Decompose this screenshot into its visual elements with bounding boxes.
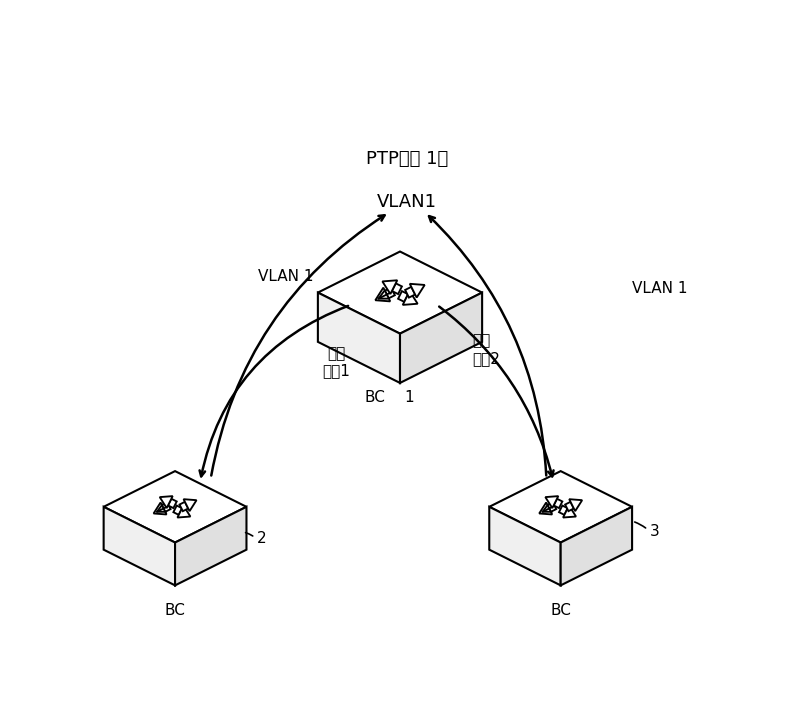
Polygon shape xyxy=(104,507,175,585)
Polygon shape xyxy=(559,505,568,515)
Text: BC: BC xyxy=(550,604,571,618)
Polygon shape xyxy=(318,252,482,333)
Polygon shape xyxy=(490,471,632,542)
Polygon shape xyxy=(547,502,556,512)
Polygon shape xyxy=(179,502,188,511)
Polygon shape xyxy=(318,293,400,383)
Polygon shape xyxy=(490,507,561,585)
Polygon shape xyxy=(154,502,166,515)
Polygon shape xyxy=(400,293,482,383)
Text: 物理
端口1: 物理 端口1 xyxy=(322,346,350,379)
Polygon shape xyxy=(398,291,408,302)
Text: VLAN 1: VLAN 1 xyxy=(258,269,314,284)
Polygon shape xyxy=(183,499,197,511)
Text: VLAN1: VLAN1 xyxy=(377,192,437,210)
Polygon shape xyxy=(175,507,246,585)
Text: PTP端口 1：: PTP端口 1： xyxy=(366,150,448,167)
Polygon shape xyxy=(561,507,632,585)
Polygon shape xyxy=(405,287,415,298)
Polygon shape xyxy=(160,496,173,508)
Polygon shape xyxy=(539,502,552,515)
Polygon shape xyxy=(382,280,398,294)
Text: 3: 3 xyxy=(650,524,660,539)
Polygon shape xyxy=(554,499,562,508)
Text: VLAN 1: VLAN 1 xyxy=(632,281,687,296)
Polygon shape xyxy=(565,502,574,511)
Polygon shape xyxy=(174,505,182,515)
Polygon shape xyxy=(410,284,425,298)
Polygon shape xyxy=(168,499,177,508)
Polygon shape xyxy=(375,288,390,301)
Text: 物理
端口2: 物理 端口2 xyxy=(472,333,500,366)
Polygon shape xyxy=(546,496,558,508)
Text: 1: 1 xyxy=(404,390,414,405)
Text: BC: BC xyxy=(364,390,386,405)
Polygon shape xyxy=(563,505,576,518)
Polygon shape xyxy=(104,471,246,542)
Text: BC: BC xyxy=(165,604,186,618)
Text: 2: 2 xyxy=(257,531,267,547)
Polygon shape xyxy=(402,291,418,305)
Polygon shape xyxy=(569,499,582,511)
Polygon shape xyxy=(178,505,190,518)
Polygon shape xyxy=(162,502,170,512)
Polygon shape xyxy=(385,288,395,298)
Polygon shape xyxy=(392,283,402,294)
